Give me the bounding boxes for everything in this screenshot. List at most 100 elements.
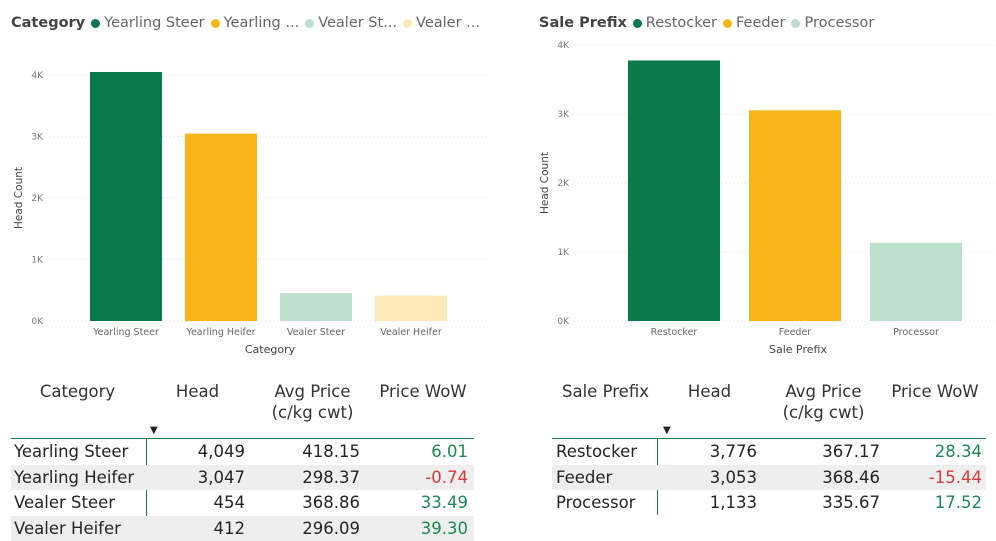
legend-item-feeder[interactable]: Feeder bbox=[723, 15, 785, 31]
cell-name: Yearling Steer bbox=[14, 442, 129, 461]
sort-descending-icon[interactable]: ▼ bbox=[150, 425, 158, 436]
col-header-category[interactable]: Category bbox=[39, 382, 116, 401]
y-tick-label: 0K bbox=[31, 317, 44, 327]
x-tick-label: Restocker bbox=[651, 327, 698, 338]
cell-head: 3,047 bbox=[197, 467, 245, 487]
cell-name: Feeder bbox=[556, 467, 613, 487]
y-tick-label: 3K bbox=[31, 133, 44, 143]
x-tick-label: Vealer Steer bbox=[287, 327, 345, 338]
legend-label: Restocker bbox=[645, 15, 717, 31]
cell-head: 3,776 bbox=[709, 442, 757, 461]
y-axis-title: Head Count bbox=[13, 167, 25, 229]
bar bbox=[185, 133, 257, 321]
cell-head: 4,049 bbox=[197, 442, 245, 461]
cell-price-wow: 33.49 bbox=[420, 493, 468, 512]
legend-item-yearling-steer[interactable]: Yearling Steer bbox=[91, 15, 205, 31]
cell-name: Restocker bbox=[556, 442, 638, 461]
y-tick-label: 4K bbox=[31, 71, 44, 81]
legend-label: Yearling Steer bbox=[104, 15, 205, 31]
cell-head: 3,053 bbox=[709, 467, 757, 487]
sale-prefix-legend: Sale Prefix Restocker Feeder Processor bbox=[539, 12, 880, 34]
legend-swatch bbox=[723, 18, 732, 28]
x-axis-title: Sale Prefix bbox=[769, 343, 827, 356]
cell-name: Yearling Heifer bbox=[14, 467, 135, 487]
legend-label: Feeder bbox=[736, 15, 786, 31]
cell-name: Vealer Steer bbox=[14, 493, 116, 512]
col-header-avg-price-label: Avg Price (c/kg cwt) bbox=[271, 382, 354, 422]
y-tick-label: 3K bbox=[557, 110, 570, 120]
x-tick-label: Feeder bbox=[779, 327, 812, 338]
col-header-head[interactable]: Head bbox=[175, 382, 220, 401]
cell-name: Processor bbox=[556, 493, 636, 512]
legend-label: Vealer St... bbox=[318, 15, 398, 31]
cell-price-wow: 28.34 bbox=[934, 442, 982, 461]
x-tick-label: Yearling Heifer bbox=[185, 327, 255, 338]
cell-name: Vealer Heifer bbox=[14, 518, 121, 538]
bar bbox=[628, 60, 720, 322]
x-axis-title: Category bbox=[245, 343, 296, 356]
cell-head: 412 bbox=[213, 518, 246, 538]
col-header-price-wow[interactable]: Price WoW bbox=[379, 382, 467, 401]
legend-item-vealer-steer[interactable]: Vealer St... bbox=[305, 15, 397, 31]
cell-avg-price: 335.67 bbox=[822, 493, 880, 512]
table-row[interactable]: Yearling Steer 4,049 418.15 6.01 bbox=[11, 439, 474, 464]
legend-label: Processor bbox=[804, 15, 875, 31]
bar bbox=[375, 295, 447, 321]
col-header-avg-price-label: Avg Price (c/kg cwt) bbox=[782, 382, 865, 422]
legend-label: Yearling ... bbox=[223, 15, 300, 31]
legend-item-processor[interactable]: Processor bbox=[791, 15, 874, 31]
y-tick-label: 2K bbox=[31, 194, 44, 204]
col-header-price-wow[interactable]: Price WoW bbox=[891, 382, 979, 401]
table-row[interactable]: Yearling Heifer 3,047 298.37 -0.74 bbox=[11, 464, 474, 490]
legend-swatch bbox=[91, 18, 101, 28]
x-tick-label: Processor bbox=[893, 327, 939, 338]
sort-descending-icon[interactable]: ▼ bbox=[663, 425, 671, 436]
cell-price-wow: 17.52 bbox=[934, 493, 982, 512]
category-table: Category Head Avg Price (c/kg cwt) Price… bbox=[11, 381, 474, 541]
x-tick-label: Yearling Steer bbox=[92, 327, 159, 338]
category-bar-chart: 0K 1K 2K 3K 4K Yearling Steer Yearling Heifer V… bbox=[13, 71, 490, 356]
table-row[interactable]: Restocker 3,776 367.17 28.34 bbox=[552, 439, 986, 464]
legend-swatch bbox=[632, 18, 642, 28]
cell-price-wow: 6.01 bbox=[431, 442, 468, 461]
legend-item-yearling-heifer[interactable]: Yearling ... bbox=[210, 15, 300, 31]
y-axis-title: Head Count bbox=[539, 152, 551, 214]
cell-avg-price: 298.37 bbox=[302, 467, 360, 487]
legend-item-restocker[interactable]: Restocker bbox=[632, 15, 717, 31]
table-row[interactable]: Processor 1,133 335.67 17.52 bbox=[552, 490, 986, 515]
cell-price-wow: -15.44 bbox=[928, 467, 982, 487]
sale-prefix-bar-chart: 0K 1K 2K 3K 4K Restocker Feeder Processor Sale P… bbox=[539, 41, 996, 356]
y-tick-label: 4K bbox=[557, 41, 570, 51]
legend-label: Vealer ... bbox=[416, 15, 480, 31]
cell-head: 454 bbox=[213, 493, 246, 512]
y-tick-label: 1K bbox=[31, 256, 44, 266]
cell-avg-price: 367.17 bbox=[822, 442, 880, 461]
table-row[interactable]: Vealer Heifer 412 296.09 39.30 bbox=[11, 515, 474, 541]
bar bbox=[870, 242, 962, 321]
col-header-head[interactable]: Head bbox=[687, 382, 732, 401]
header-divider bbox=[11, 438, 474, 439]
category-legend: Category Yearling Steer Yearling ... Vea… bbox=[11, 12, 486, 34]
cell-avg-price: 418.15 bbox=[302, 442, 360, 461]
cell-head: 1,133 bbox=[709, 493, 757, 512]
cell-price-wow: 39.30 bbox=[420, 518, 468, 538]
table-row[interactable]: Feeder 3,053 368.46 -15.44 bbox=[552, 464, 986, 490]
legend-swatch bbox=[403, 18, 413, 28]
y-tick-label: 1K bbox=[557, 248, 570, 258]
cell-avg-price: 368.86 bbox=[302, 493, 360, 512]
col-header-avg-price[interactable]: Avg Price (c/kg cwt) bbox=[766, 381, 881, 423]
col-header-sale-prefix[interactable]: Sale Prefix bbox=[562, 382, 649, 401]
legend-item-vealer-heifer[interactable]: Vealer ... bbox=[403, 15, 480, 31]
legend-title: Category bbox=[11, 15, 86, 31]
y-tick-label: 2K bbox=[557, 179, 570, 189]
cell-avg-price: 368.46 bbox=[822, 467, 880, 487]
header-divider bbox=[552, 438, 986, 439]
legend-swatch bbox=[791, 18, 801, 28]
table-row[interactable]: Vealer Steer 454 368.86 33.49 bbox=[11, 490, 474, 515]
x-tick-label: Vealer Heifer bbox=[380, 327, 442, 338]
legend-title: Sale Prefix bbox=[539, 15, 627, 31]
col-header-avg-price[interactable]: Avg Price (c/kg cwt) bbox=[255, 381, 370, 423]
legend-swatch bbox=[210, 18, 220, 28]
y-tick-label: 0K bbox=[557, 317, 570, 327]
